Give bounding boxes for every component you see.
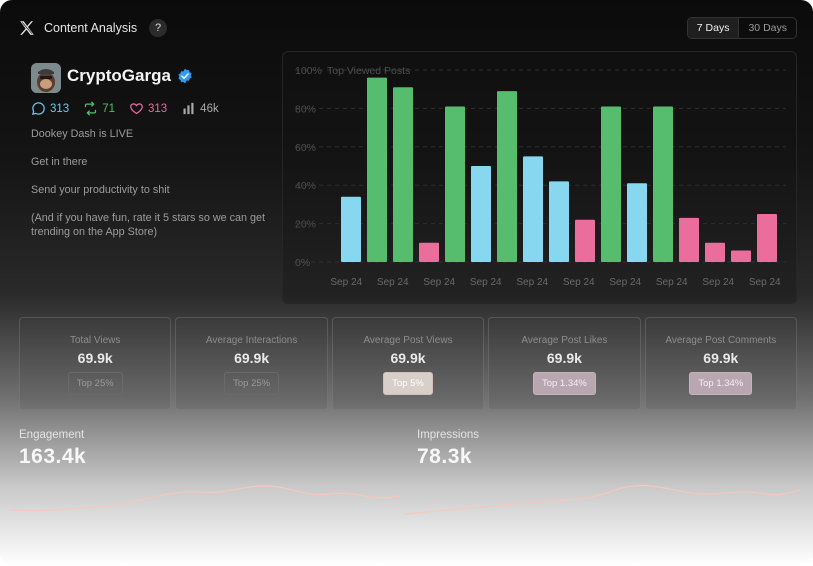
impressions-label: Impressions bbox=[417, 429, 479, 441]
metric-badge: Top 1.34% bbox=[689, 372, 753, 395]
chart-bar[interactable] bbox=[601, 106, 621, 262]
y-tick-label: 0% bbox=[295, 257, 310, 269]
metric-card-average-post-likes[interactable]: Average Post Likes 69.9k Top 1.34% bbox=[488, 317, 641, 410]
y-tick-label: 100% bbox=[295, 65, 322, 77]
views-stat[interactable]: 46k bbox=[181, 101, 219, 116]
repost-icon bbox=[85, 101, 97, 116]
post-line: Get in there bbox=[31, 156, 88, 168]
x-tick-label: Sep 24 bbox=[702, 277, 734, 288]
metric-value: 69.9k bbox=[703, 350, 739, 366]
post-line: Dookey Dash is LIVE bbox=[31, 128, 134, 140]
post-text: Dookey Dash is LIVE Get in there Send yo… bbox=[31, 127, 271, 253]
chart-title: Top Viewed Posts bbox=[327, 65, 410, 77]
metric-label: Average Post Likes bbox=[521, 335, 608, 346]
chart-bar[interactable] bbox=[497, 91, 517, 262]
engagement-label: Engagement bbox=[19, 429, 85, 441]
chart-bar[interactable] bbox=[653, 106, 673, 262]
comments-count: 313 bbox=[50, 102, 70, 115]
y-tick-label: 60% bbox=[295, 142, 316, 154]
page-title: Content Analysis bbox=[44, 21, 138, 35]
x-tick-label: Sep 24 bbox=[656, 277, 688, 288]
metric-value: 69.9k bbox=[234, 350, 270, 366]
metric-badge: Top 1.34% bbox=[532, 372, 596, 395]
post-line: Send your productivity to shit bbox=[31, 184, 170, 196]
heart-icon bbox=[130, 103, 143, 115]
metric-card-average-interactions[interactable]: Average Interactions 69.9k Top 25% bbox=[175, 317, 328, 410]
y-tick-label: 80% bbox=[295, 103, 316, 115]
x-tick-label: Sep 24 bbox=[470, 277, 502, 288]
chart-bar[interactable] bbox=[341, 196, 361, 262]
username-text: CryptoGarga bbox=[67, 66, 171, 85]
metric-label: Average Post Comments bbox=[665, 335, 777, 346]
chart-bar[interactable] bbox=[549, 181, 569, 262]
reposts-stat[interactable]: 71 bbox=[83, 101, 115, 116]
help-icon[interactable]: ? bbox=[149, 19, 168, 37]
views-count: 46k bbox=[200, 102, 219, 115]
avatar[interactable] bbox=[31, 63, 61, 93]
ape-avatar-icon bbox=[31, 63, 61, 93]
x-tick-label: Sep 24 bbox=[749, 277, 781, 288]
x-tick-label: Sep 24 bbox=[563, 277, 595, 288]
metric-card-total-views[interactable]: Total Views 69.9k Top 25% bbox=[19, 317, 172, 410]
metric-value: 69.9k bbox=[77, 350, 113, 366]
range-7-days-button[interactable]: 7 Days bbox=[687, 18, 740, 38]
chart-bar[interactable] bbox=[445, 106, 465, 262]
x-logo-icon bbox=[20, 21, 34, 35]
metric-value: 69.9k bbox=[390, 350, 426, 366]
metric-label: Average Post Views bbox=[363, 335, 453, 346]
metric-card-average-post-comments[interactable]: Average Post Comments 69.9k Top 1.34% bbox=[644, 317, 798, 410]
metric-badge: Top 25% bbox=[67, 372, 123, 395]
x-tick-label: Sep 24 bbox=[330, 277, 362, 288]
chart-bar[interactable] bbox=[575, 219, 595, 262]
chart-bar[interactable] bbox=[679, 217, 699, 262]
chart-bar[interactable] bbox=[367, 77, 387, 263]
y-tick-label: 40% bbox=[295, 180, 316, 192]
username: CryptoGarga bbox=[67, 66, 193, 86]
post-line: (And if you have fun, rate it 5 stars so… bbox=[31, 212, 266, 238]
chart-bar[interactable] bbox=[393, 87, 413, 262]
chart-bar[interactable] bbox=[627, 183, 647, 262]
comment-icon bbox=[31, 102, 45, 116]
bar-chart-svg: 100% 80% 60% 40% 20% 0% Top Viewed Posts Sep 24… bbox=[295, 65, 786, 288]
comments-stat[interactable]: 313 bbox=[31, 101, 69, 116]
likes-stat[interactable]: 313 bbox=[129, 101, 167, 116]
likes-count: 313 bbox=[147, 102, 168, 115]
impressions-sparkline bbox=[405, 484, 800, 515]
chart-bar[interactable] bbox=[419, 242, 439, 262]
x-tick-label: Sep 24 bbox=[516, 277, 548, 288]
x-tick-label: Sep 24 bbox=[377, 277, 409, 288]
engagement-sparkline bbox=[10, 485, 400, 512]
y-tick-label: 20% bbox=[295, 219, 316, 231]
chart-bar[interactable] bbox=[757, 214, 777, 262]
x-tick-label: Sep 24 bbox=[609, 277, 641, 288]
chart-bar[interactable] bbox=[705, 242, 725, 262]
impressions-value: 78.3k bbox=[417, 445, 473, 468]
engagement-value: 163.4k bbox=[19, 445, 87, 468]
top-viewed-posts-chart: 100% 80% 60% 40% 20% 0% Top Viewed Posts Sep 24… bbox=[282, 51, 797, 304]
chart-bar[interactable] bbox=[523, 156, 543, 262]
metric-card-average-post-views[interactable]: Average Post Views 69.9k Top 5% bbox=[331, 317, 485, 410]
bar-chart-icon bbox=[183, 102, 194, 115]
panel-header: Content Analysis ? bbox=[18, 16, 168, 40]
metric-value: 69.9k bbox=[546, 350, 582, 366]
metric-cards: Total Views 69.9k Top 25% Average Intera… bbox=[19, 317, 798, 410]
x-tick-label: Sep 24 bbox=[423, 277, 455, 288]
reposts-count: 71 bbox=[102, 102, 115, 115]
post-stats: 313 71 313 46k bbox=[31, 101, 219, 116]
metric-badge: Top 5% bbox=[383, 372, 433, 395]
chart-bar[interactable] bbox=[471, 166, 491, 262]
metric-badge: Top 25% bbox=[224, 372, 280, 395]
chart-bar[interactable] bbox=[731, 250, 751, 262]
range-30-days-button[interactable]: 30 Days bbox=[748, 22, 787, 34]
metric-label: Total Views bbox=[70, 335, 121, 346]
date-range-toggle: 7 Days 30 Days bbox=[686, 17, 797, 39]
verified-badge-icon bbox=[178, 68, 192, 84]
metric-label: Average Interactions bbox=[205, 335, 298, 346]
